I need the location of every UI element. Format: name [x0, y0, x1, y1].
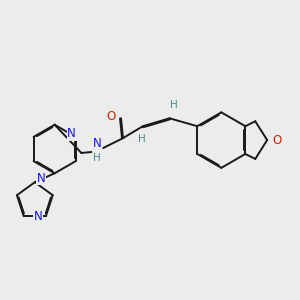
Text: H: H — [170, 100, 177, 110]
Text: O: O — [106, 110, 116, 123]
Text: N: N — [34, 210, 42, 223]
Text: H: H — [138, 134, 146, 144]
Text: H: H — [93, 153, 101, 163]
Text: O: O — [272, 134, 282, 147]
Text: N: N — [93, 136, 102, 150]
Text: N: N — [67, 128, 76, 140]
Text: N: N — [36, 172, 45, 185]
